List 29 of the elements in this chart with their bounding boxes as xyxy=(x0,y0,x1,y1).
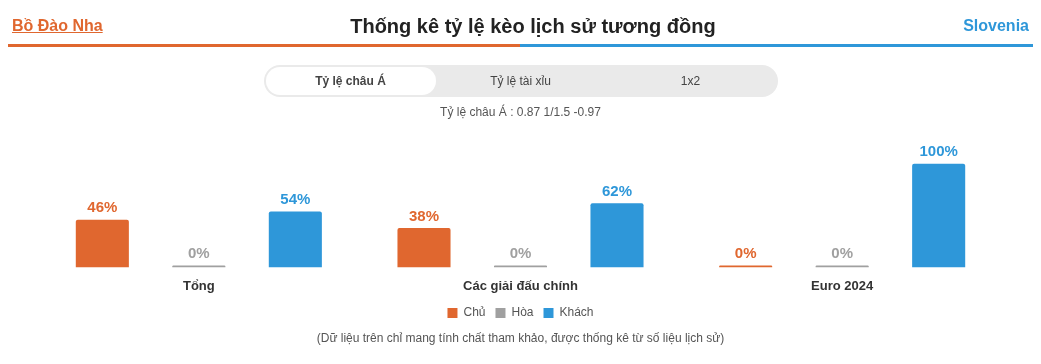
text: Tỷ lệ châu Á : 0.87 1/1.5 -0.97 xyxy=(439,105,602,119)
legend-label: Hòa xyxy=(511,305,534,320)
data-label: 38% xyxy=(408,206,440,224)
bar xyxy=(590,203,644,268)
text: Slovenia xyxy=(963,17,1030,35)
text: (Dữ liệu trên chỉ mang tính chất tham khảo, được thống kê từ số liệu lịch sử) xyxy=(315,331,726,345)
data-label: 0% xyxy=(509,244,532,262)
text: 1x2 xyxy=(679,73,702,90)
data-label: 62% xyxy=(601,181,633,199)
text: Bồ Đào Nha xyxy=(11,17,103,35)
bar xyxy=(397,228,451,268)
data-label: 0% xyxy=(187,244,210,262)
legend-label: Chủ xyxy=(463,305,486,320)
x-tick-label: Các giải đấu chính xyxy=(463,277,578,293)
bar xyxy=(912,163,966,268)
data-label: 100% xyxy=(919,142,958,160)
bar xyxy=(75,219,129,268)
bar xyxy=(719,265,773,268)
x-tick-label: Tổng xyxy=(182,277,215,293)
legend-label: Khách xyxy=(559,305,594,320)
text: Tỷ lệ châu Á xyxy=(265,67,436,95)
x-tick-label: Euro 2024 xyxy=(811,277,874,293)
data-label: 0% xyxy=(831,244,854,262)
data-label: 0% xyxy=(734,244,757,262)
text: Tỷ lệ tài xỉu xyxy=(489,73,552,90)
data-label: 54% xyxy=(280,190,311,208)
data-label: 46% xyxy=(87,198,118,216)
chart-title: Thống kê tỷ lệ kèo lịch sử tương đồng xyxy=(350,14,716,38)
bar xyxy=(268,211,322,268)
